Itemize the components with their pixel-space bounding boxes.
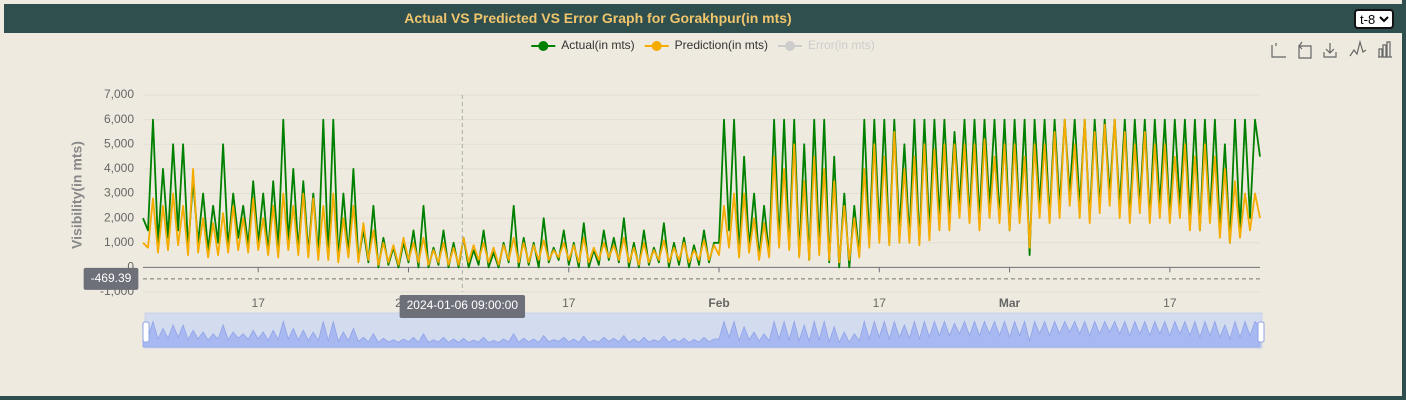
legend-item[interactable]: Actual(in mts) xyxy=(531,38,635,52)
x-tick-label: Feb xyxy=(708,296,729,310)
chart-title: Actual VS Predicted VS Error Graph for G… xyxy=(404,10,792,26)
slider-handle[interactable] xyxy=(1257,321,1265,343)
legend-marker xyxy=(538,41,549,51)
legend-marker xyxy=(651,41,662,51)
legend-label: Actual(in mts) xyxy=(561,38,634,52)
y-tick-label: 4,000 xyxy=(104,161,134,175)
y-pointer-box xyxy=(83,267,139,290)
x-pointer-text: 2024-01-06 09:00:00 xyxy=(407,298,519,312)
x-tick-label: 17 xyxy=(873,296,887,310)
tool-restore[interactable] xyxy=(1298,41,1312,59)
y-tick-label: 2,000 xyxy=(104,210,134,224)
legend-label: Error(in mts) xyxy=(808,38,875,52)
tool-download[interactable] xyxy=(1323,43,1337,58)
y-axis-title: Visibility(in mts) xyxy=(69,141,85,249)
x-tick-label: 17 xyxy=(1163,296,1177,310)
y-pointer-text: -469.39 xyxy=(91,271,132,285)
station-select[interactable]: t-8 xyxy=(1354,9,1394,29)
y-tick-label: 1,000 xyxy=(104,235,134,249)
legend-marker xyxy=(785,41,796,51)
y-tick-label: 7,000 xyxy=(104,87,134,101)
tool-bar[interactable] xyxy=(1378,41,1392,58)
legend: Actual(in mts) Prediction(in mts) Error(in… xyxy=(531,38,875,52)
series-line xyxy=(142,118,1261,266)
tool-line[interactable] xyxy=(1349,39,1367,57)
y-tick-label: 5,000 xyxy=(104,136,134,150)
x-tick-label: 17 xyxy=(252,296,266,310)
y-tick-label: 6,000 xyxy=(104,112,134,126)
slider-preview xyxy=(142,319,1261,348)
x-tick-label: 17 xyxy=(562,296,576,310)
header: Actual VS Predicted VS Error Graph for G… xyxy=(4,4,1402,33)
x-tick-label: Mar xyxy=(999,296,1021,310)
legend-item[interactable]: Error(in mts) xyxy=(778,38,875,52)
x-pointer-label: 2024-01-06 09:00:00 xyxy=(399,295,526,318)
x-pointer-box xyxy=(399,295,526,318)
tool-zoom[interactable] xyxy=(1271,43,1286,58)
legend-label: Prediction(in mts) xyxy=(675,38,768,52)
y-tick-label: 3,000 xyxy=(104,186,134,200)
legend-item[interactable]: Prediction(in mts) xyxy=(644,38,768,52)
slider-handle[interactable] xyxy=(142,321,150,343)
toolbox[interactable] xyxy=(1271,39,1392,59)
y-tick-label: 0 xyxy=(127,260,134,274)
